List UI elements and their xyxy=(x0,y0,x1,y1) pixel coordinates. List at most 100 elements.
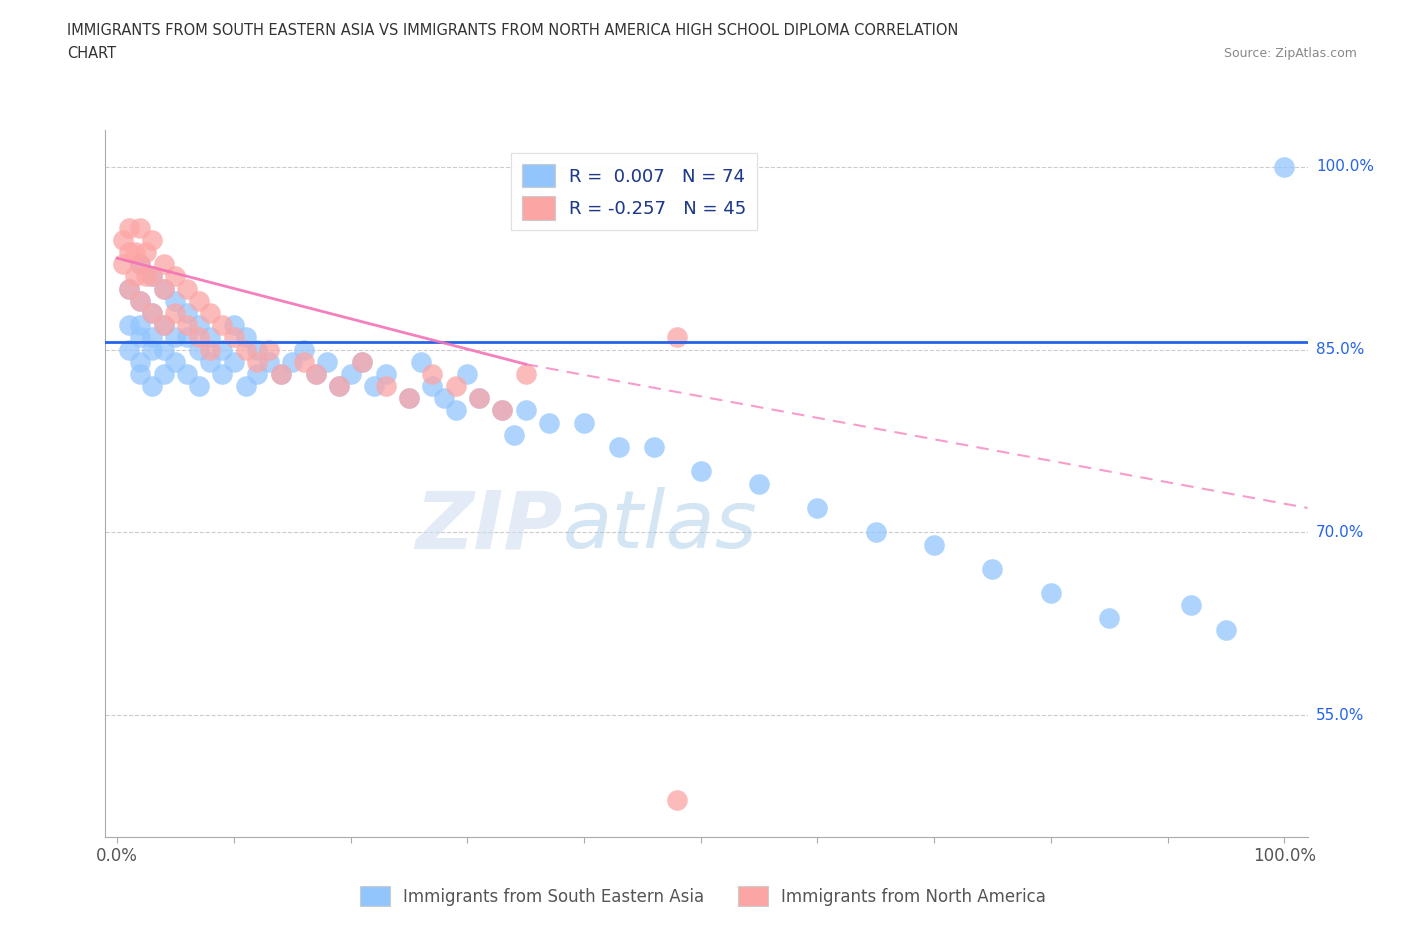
Point xyxy=(515,366,537,381)
Point xyxy=(246,342,269,357)
Legend: Immigrants from South Eastern Asia, Immigrants from North America: Immigrants from South Eastern Asia, Immi… xyxy=(353,880,1053,912)
Point xyxy=(281,354,304,369)
Point xyxy=(316,354,339,369)
Point xyxy=(200,342,222,357)
Point xyxy=(129,257,152,272)
Point xyxy=(409,354,432,369)
Point xyxy=(118,220,141,235)
Point xyxy=(328,379,350,393)
Point xyxy=(118,318,141,333)
Point xyxy=(211,342,233,357)
Point xyxy=(165,269,187,284)
Point xyxy=(515,403,537,418)
Point xyxy=(129,366,152,381)
Point xyxy=(187,342,209,357)
Point xyxy=(352,354,374,369)
Point xyxy=(537,415,560,430)
Point xyxy=(270,366,292,381)
Point xyxy=(141,269,163,284)
Point xyxy=(118,281,141,296)
Point xyxy=(572,415,595,430)
Point xyxy=(1180,598,1202,613)
Text: Source: ZipAtlas.com: Source: ZipAtlas.com xyxy=(1223,46,1357,60)
Point xyxy=(292,342,315,357)
Point xyxy=(374,366,396,381)
Point xyxy=(922,538,945,552)
Point xyxy=(176,281,198,296)
Point xyxy=(165,330,187,345)
Point xyxy=(270,366,292,381)
Point xyxy=(124,245,146,259)
Point xyxy=(141,342,163,357)
Point xyxy=(141,269,163,284)
Point xyxy=(865,525,887,539)
Point xyxy=(222,354,245,369)
Point xyxy=(420,366,443,381)
Point xyxy=(200,306,222,321)
Point xyxy=(118,342,141,357)
Point xyxy=(363,379,385,393)
Point xyxy=(141,306,163,321)
Point xyxy=(456,366,478,381)
Point xyxy=(304,366,326,381)
Point xyxy=(118,245,141,259)
Point xyxy=(187,330,209,345)
Text: 55.0%: 55.0% xyxy=(1316,708,1364,723)
Point xyxy=(643,440,665,455)
Point xyxy=(135,269,157,284)
Point xyxy=(328,379,350,393)
Point xyxy=(129,257,152,272)
Point xyxy=(141,379,163,393)
Point xyxy=(200,354,222,369)
Point xyxy=(292,354,315,369)
Point xyxy=(153,342,176,357)
Point xyxy=(129,293,152,308)
Point xyxy=(176,330,198,345)
Point xyxy=(187,318,209,333)
Point xyxy=(1215,622,1237,637)
Point xyxy=(141,330,163,345)
Point xyxy=(129,330,152,345)
Text: 85.0%: 85.0% xyxy=(1316,342,1364,357)
Point xyxy=(211,366,233,381)
Point xyxy=(257,354,280,369)
Point xyxy=(398,391,420,405)
Point xyxy=(491,403,513,418)
Point xyxy=(200,330,222,345)
Point xyxy=(222,330,245,345)
Point xyxy=(607,440,630,455)
Point xyxy=(981,562,1004,577)
Point xyxy=(176,306,198,321)
Point xyxy=(1039,586,1062,601)
Point xyxy=(352,354,374,369)
Text: ZIP: ZIP xyxy=(415,487,562,565)
Point xyxy=(246,366,269,381)
Point xyxy=(689,464,711,479)
Point xyxy=(304,366,326,381)
Point xyxy=(153,318,176,333)
Point xyxy=(153,281,176,296)
Point xyxy=(433,391,456,405)
Point xyxy=(153,366,176,381)
Text: 100.0%: 100.0% xyxy=(1316,159,1374,174)
Point xyxy=(118,281,141,296)
Point xyxy=(129,354,152,369)
Point xyxy=(153,281,176,296)
Text: CHART: CHART xyxy=(67,46,117,61)
Point xyxy=(111,232,134,247)
Point xyxy=(165,354,187,369)
Legend: R =  0.007   N = 74, R = -0.257   N = 45: R = 0.007 N = 74, R = -0.257 N = 45 xyxy=(512,153,758,231)
Point xyxy=(129,318,152,333)
Point xyxy=(444,379,467,393)
Point xyxy=(153,257,176,272)
Point xyxy=(129,220,152,235)
Point xyxy=(374,379,396,393)
Text: IMMIGRANTS FROM SOUTH EASTERN ASIA VS IMMIGRANTS FROM NORTH AMERICA HIGH SCHOOL : IMMIGRANTS FROM SOUTH EASTERN ASIA VS IM… xyxy=(67,23,959,38)
Point xyxy=(235,342,257,357)
Point xyxy=(339,366,361,381)
Point xyxy=(222,318,245,333)
Point xyxy=(398,391,420,405)
Point xyxy=(187,293,209,308)
Point xyxy=(444,403,467,418)
Point xyxy=(420,379,443,393)
